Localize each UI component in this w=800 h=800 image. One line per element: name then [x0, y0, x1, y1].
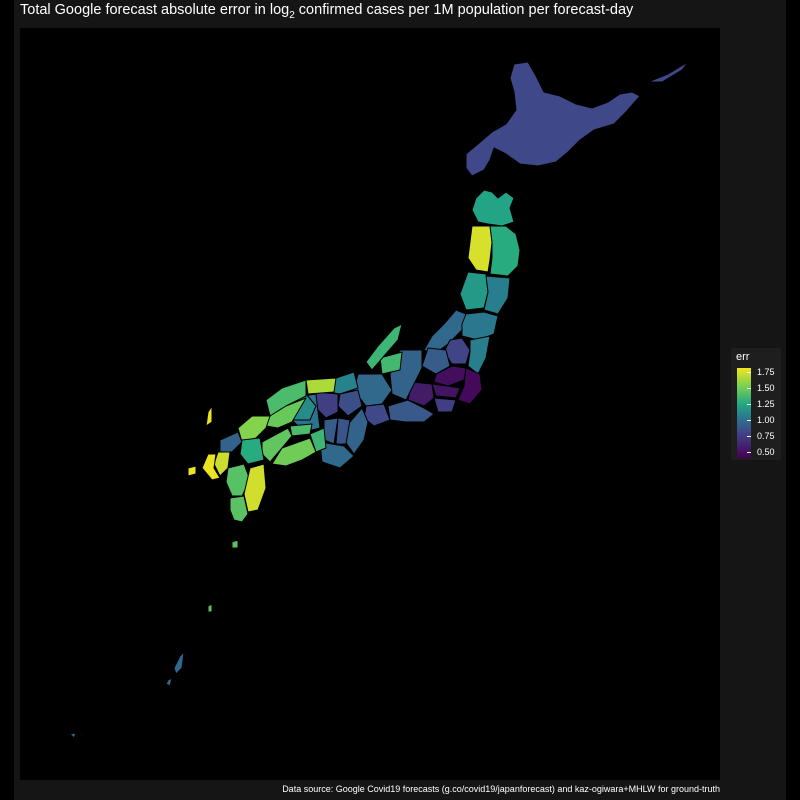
region-hokkaido-islands	[647, 61, 689, 83]
data-source-caption: Data source: Google Covid19 forecasts (g…	[282, 784, 720, 794]
region-chiba	[457, 367, 483, 405]
color-legend: err 1.75 1.50 1.25 1.00 0.75 0.50	[731, 348, 781, 460]
legend-tick-label: 0.50	[757, 447, 775, 457]
region-toyama	[379, 351, 403, 375]
region-yamaguchi	[237, 415, 271, 443]
region-wakayama	[319, 441, 355, 469]
region-aomori	[471, 189, 515, 227]
region-kanagawa	[433, 397, 457, 413]
region-saitama	[433, 365, 467, 387]
region-hokkaido	[465, 61, 641, 177]
region-tottori	[305, 377, 337, 395]
region-iwate	[489, 225, 521, 277]
region-kagoshima-islands	[207, 539, 239, 613]
region-miyazaki	[243, 463, 267, 513]
japan-choropleth-map	[69, 61, 689, 739]
region-akita	[467, 225, 493, 273]
legend-tick-mark	[747, 388, 751, 389]
region-oita	[239, 437, 265, 465]
legend-tick-mark	[747, 404, 751, 405]
region-yamagata	[459, 271, 489, 311]
region-kyoto	[315, 391, 339, 419]
legend-tick-label: 1.00	[757, 415, 775, 425]
region-nagasaki-goto	[187, 465, 197, 477]
legend-tick-mark	[747, 436, 751, 437]
region-ishikawa	[365, 323, 403, 371]
region-nagasaki-islands	[205, 405, 213, 427]
legend-tick-label: 1.25	[757, 399, 775, 409]
region-nagasaki	[201, 453, 221, 481]
legend-tick-label: 1.50	[757, 383, 775, 393]
region-shizuoka	[387, 399, 435, 423]
region-yamanashi	[407, 381, 435, 407]
region-tokushima	[309, 427, 327, 453]
legend-color-bar	[737, 368, 751, 458]
legend-tick-label: 1.75	[757, 367, 775, 377]
legend-tick-label: 0.75	[757, 431, 775, 441]
region-ibaraki	[467, 335, 491, 375]
legend-title: err	[736, 351, 750, 363]
map-panel	[20, 28, 720, 780]
region-kagoshima	[229, 495, 249, 523]
region-kochi	[271, 437, 317, 467]
legend-tick-mark	[747, 372, 751, 373]
region-miyagi	[483, 275, 511, 315]
region-tokyo	[431, 383, 461, 399]
map-title: Total Google forecast absolute error in …	[20, 2, 634, 21]
region-okinawa	[69, 651, 185, 739]
region-kagawa	[289, 423, 313, 437]
legend-tick-mark	[747, 452, 751, 453]
region-fukushima	[461, 311, 499, 341]
legend-tick-mark	[747, 420, 751, 421]
region-nara	[335, 417, 351, 445]
region-fukuoka	[219, 431, 243, 453]
